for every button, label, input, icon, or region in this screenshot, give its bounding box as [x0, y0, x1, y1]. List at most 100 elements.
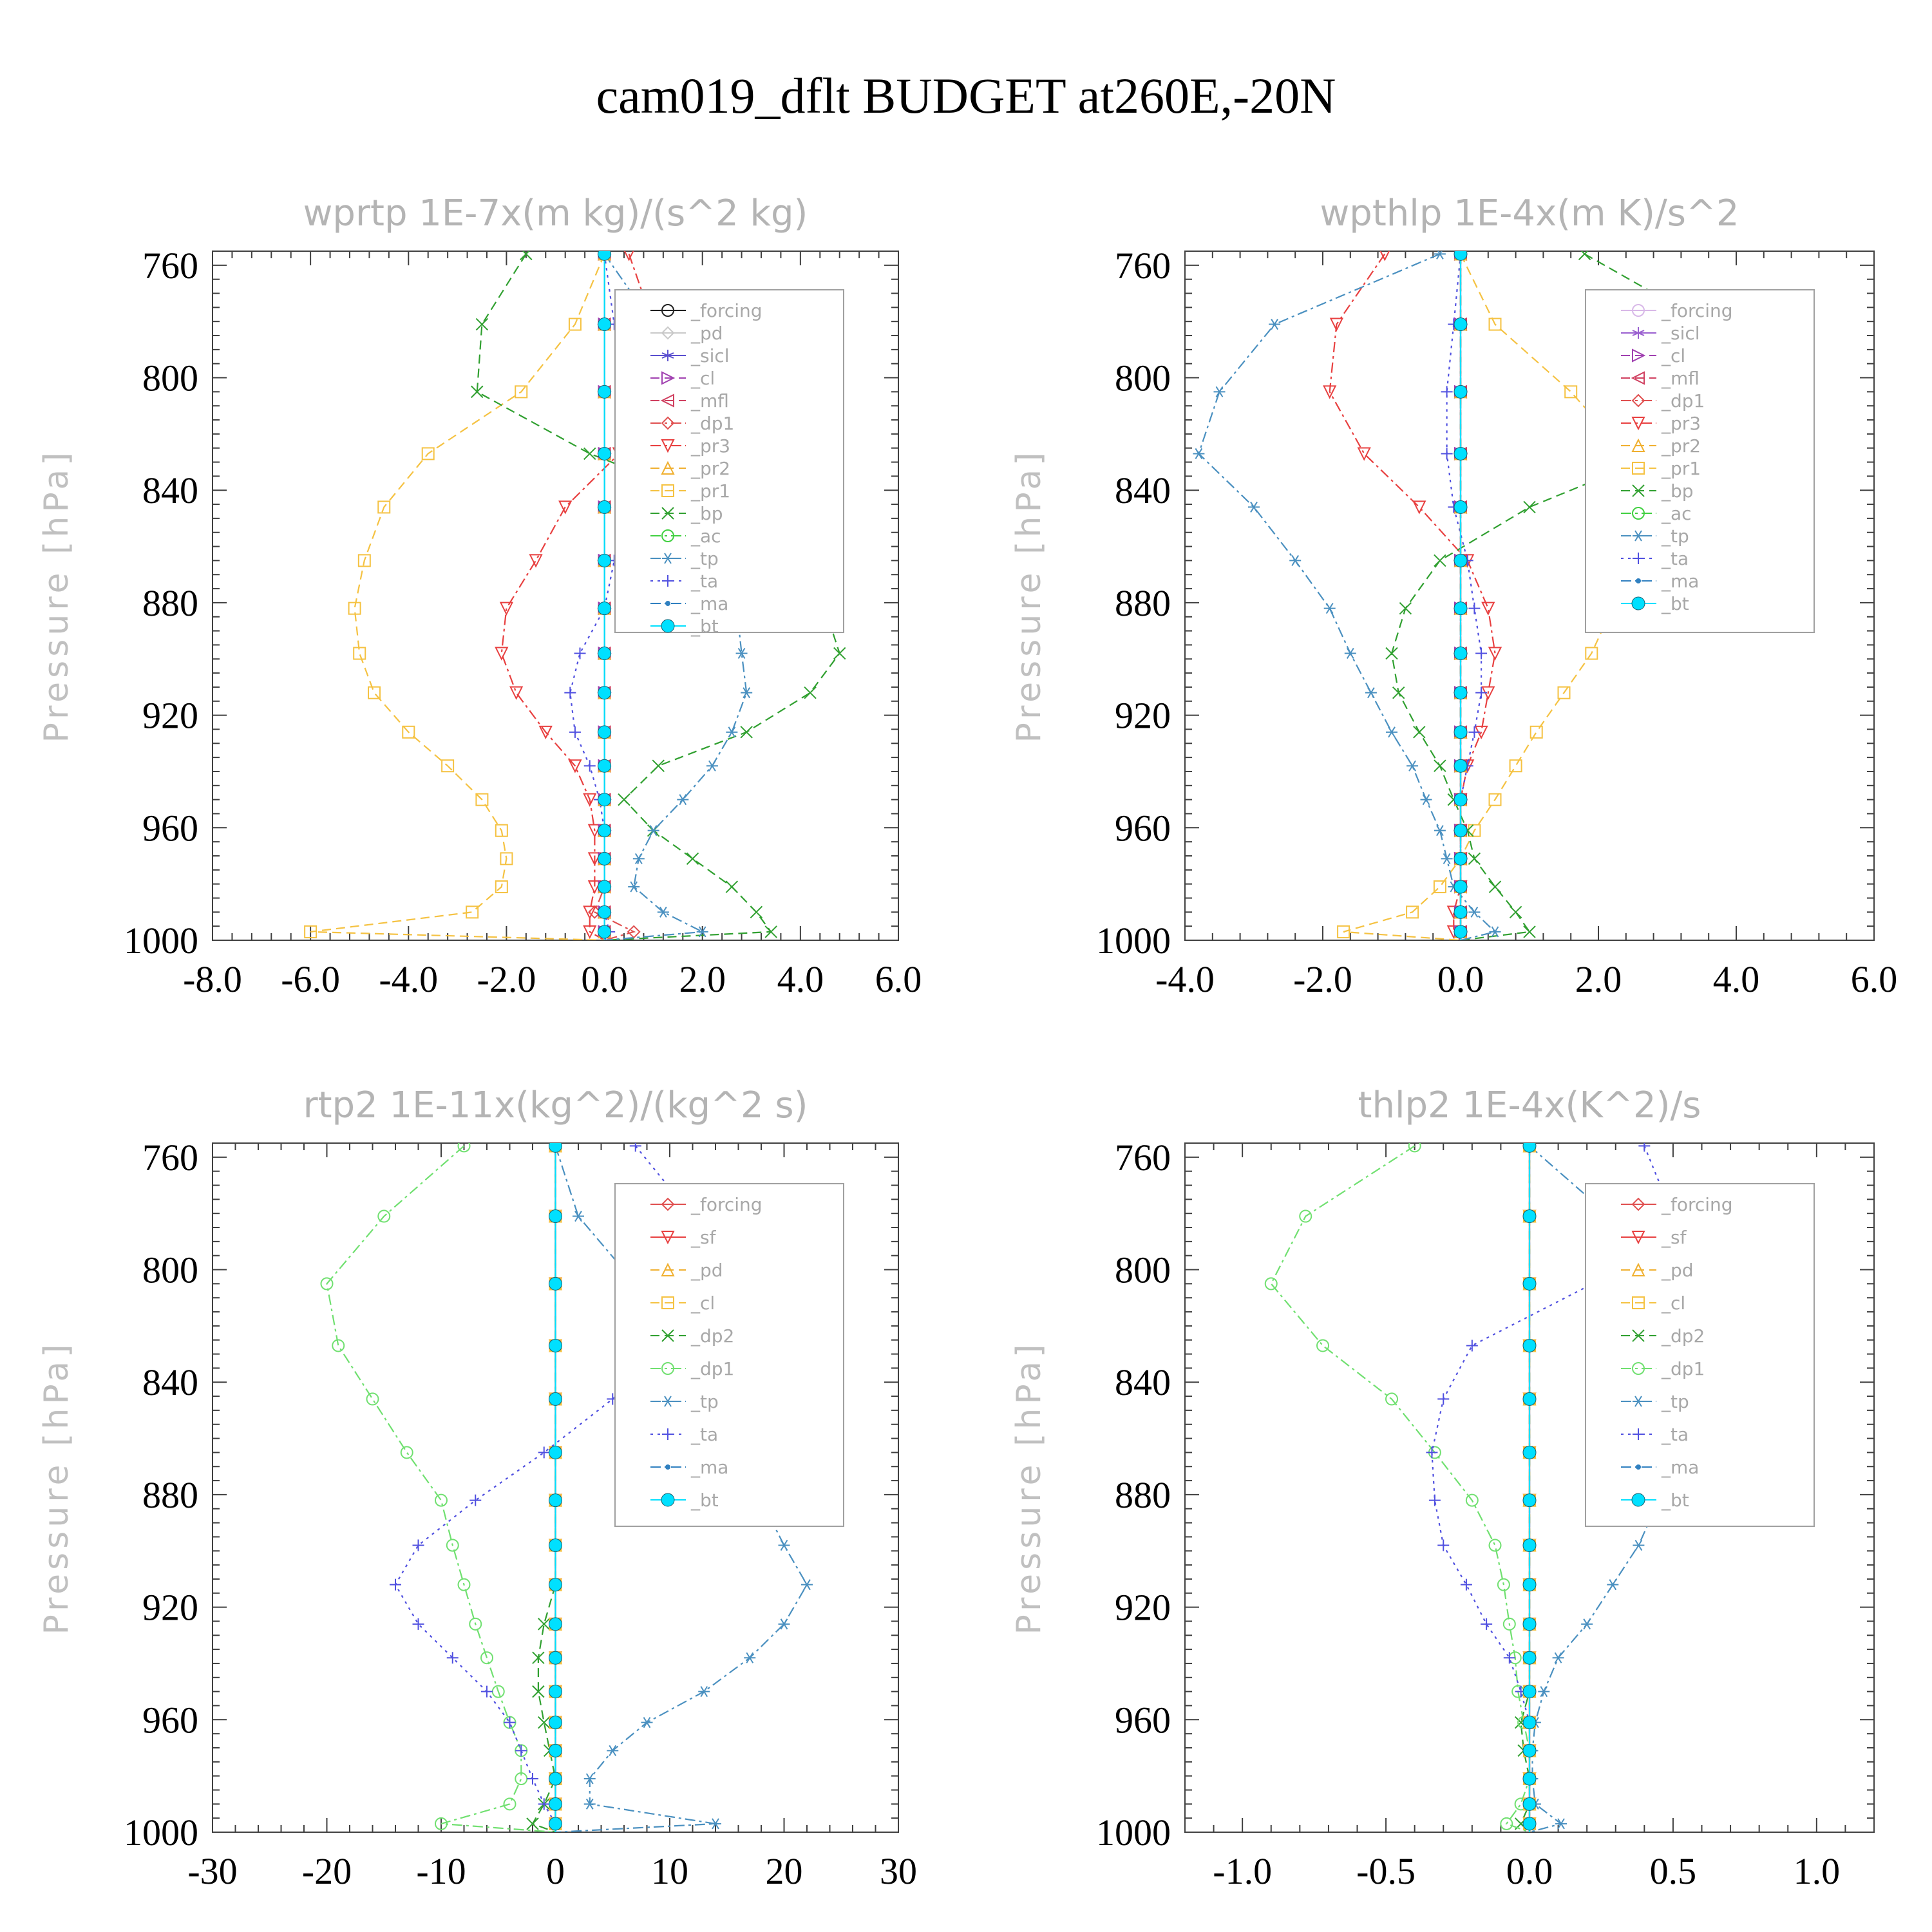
y-tick-label: 840: [1115, 1361, 1171, 1403]
data-point: [1379, 251, 1390, 261]
legend-label: _forcing: [1661, 1194, 1733, 1215]
data-point: [598, 251, 612, 261]
data-point: [1437, 1393, 1450, 1405]
data-point: [1454, 925, 1468, 939]
legend-marker: [1632, 1296, 1645, 1309]
x-tick-label: 30: [880, 1850, 917, 1892]
legend-marker: [1632, 327, 1645, 339]
legend-marker: [1636, 578, 1641, 583]
data-point: [1522, 1338, 1537, 1352]
y-tick-label: 840: [142, 1361, 198, 1403]
data-point: [623, 251, 634, 261]
data-point: [1489, 926, 1501, 938]
data-point: [1406, 905, 1419, 919]
data-point: [1385, 1392, 1398, 1406]
legend-marker: [661, 371, 676, 385]
data-point: [598, 851, 612, 866]
data-point: [1488, 880, 1502, 893]
data-point: [1454, 905, 1468, 919]
data-point: [598, 500, 612, 514]
legend-marker: [1632, 462, 1645, 475]
y-tick-label: 960: [142, 807, 198, 849]
legend-marker: [662, 553, 674, 564]
panel-3: rtp2 1E-11x(kg^2)/(kg^2 s) Pressure [hPa]…: [37, 1084, 917, 1892]
legend-marker: [1631, 417, 1645, 431]
legend-marker: [661, 507, 674, 520]
series-line-ta: [1446, 254, 1482, 940]
legend-label: _pr1: [690, 480, 730, 502]
data-point: [833, 647, 846, 660]
data-point: [515, 385, 528, 399]
data-point: [377, 1209, 391, 1223]
legend-label: _bt: [690, 616, 719, 637]
data-point: [598, 384, 612, 399]
legend-marker: [661, 350, 674, 361]
legend-label: _bt: [690, 1490, 719, 1511]
data-point: [698, 1686, 710, 1698]
plot-frame: [212, 251, 899, 941]
data-point: [368, 686, 381, 699]
data-point: [1522, 1617, 1537, 1631]
legend-label: _ma: [1661, 571, 1699, 592]
legend-label: _ma: [1661, 1457, 1699, 1478]
data-point: [529, 554, 543, 568]
data-point: [1468, 906, 1481, 918]
data-point: [1488, 1539, 1502, 1552]
legend-label: _bt: [1661, 593, 1689, 614]
data-point: [1454, 793, 1468, 807]
panel-title: rtp2 1E-11x(kg^2)/(kg^2 s): [303, 1084, 808, 1126]
data-point: [1522, 1539, 1537, 1553]
legend-marker: [661, 484, 674, 497]
data-point: [618, 793, 630, 806]
data-point: [1607, 1579, 1619, 1591]
data-point: [549, 1445, 562, 1459]
data-point: [1264, 1277, 1278, 1291]
data-point: [549, 1539, 562, 1553]
legend-marker: [665, 1464, 670, 1470]
plot-area: [1264, 1143, 1803, 1832]
legend-label: _ta: [690, 1424, 718, 1445]
data-point: [1530, 725, 1543, 739]
data-point: [1454, 647, 1468, 661]
legend-label: _ma: [690, 1457, 728, 1478]
data-point: [1406, 760, 1419, 772]
data-point: [1475, 687, 1488, 699]
y-tick-label: 760: [142, 245, 198, 287]
legend-label: _dp1: [690, 1358, 734, 1379]
x-tick-label: -6.0: [281, 958, 340, 1000]
data-point: [568, 317, 582, 331]
legend-marker: [661, 1329, 674, 1342]
series-line-pr1: [310, 253, 605, 940]
legend-marker: [1633, 530, 1644, 542]
data-point: [500, 852, 513, 866]
legend-marker: [662, 1428, 674, 1440]
x-tick-label: -4.0: [379, 958, 438, 1000]
data-point: [466, 905, 479, 919]
data-point: [457, 1578, 471, 1591]
data-point: [1522, 1685, 1537, 1699]
x-tick-label: 6.0: [875, 958, 922, 1000]
legend-label: _cl: [1661, 1293, 1685, 1314]
data-point: [348, 601, 361, 615]
data-point: [366, 1392, 379, 1406]
data-point: [696, 926, 708, 938]
data-point: [1454, 824, 1468, 838]
data-point: [549, 1716, 562, 1730]
x-tick-label: 4.0: [1713, 958, 1760, 1000]
legend-label: _forcing: [690, 1194, 762, 1215]
x-tick-label: 10: [651, 1850, 688, 1892]
data-point: [357, 554, 371, 567]
data-point: [598, 725, 612, 739]
data-point: [583, 760, 596, 772]
data-point: [532, 1685, 545, 1698]
data-point: [520, 251, 533, 261]
legend-marker: [661, 1493, 675, 1507]
data-point: [1413, 726, 1426, 739]
legend-marker: [662, 575, 674, 587]
legend: _forcing _sf _pd _cl _dp2 _dp1 _tp _ta _ma _bt: [1585, 1183, 1815, 1527]
y-tick-label: 800: [1115, 1249, 1171, 1291]
data-point: [583, 1773, 596, 1785]
data-point: [457, 1143, 471, 1153]
legend-label: _cl: [690, 1293, 715, 1314]
legend-marker: [1632, 348, 1646, 363]
